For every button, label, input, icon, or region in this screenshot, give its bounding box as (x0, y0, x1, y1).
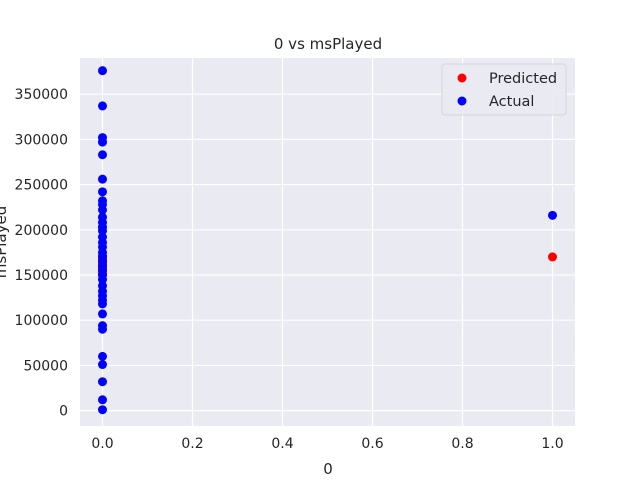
data-point-actual (98, 405, 107, 415)
y-tick-label: 100000 (15, 313, 68, 329)
data-point-actual (98, 101, 107, 111)
data-point-actual (98, 66, 107, 76)
legend-marker-actual (457, 96, 467, 106)
y-axis-label: msPlayed (0, 206, 10, 278)
y-tick-label: 0 (59, 404, 68, 420)
legend-box (441, 63, 567, 116)
data-point-predicted (548, 252, 557, 262)
y-tick-label: 200000 (15, 223, 68, 239)
x-tick-label: 0.6 (361, 436, 383, 452)
data-point-actual (548, 210, 557, 220)
x-tick-label: 0.0 (91, 436, 113, 452)
data-points (98, 66, 557, 415)
data-point-actual (98, 324, 107, 334)
x-tick-label: 0.4 (271, 436, 293, 452)
data-point-actual (98, 275, 107, 285)
chart-title: 0 vs msPlayed (274, 35, 382, 53)
data-point-actual (98, 226, 107, 236)
data-point-actual (98, 377, 107, 387)
y-tick-label: 150000 (15, 268, 68, 284)
data-point-actual (98, 137, 107, 147)
data-point-actual (98, 395, 107, 405)
data-point-actual (98, 187, 107, 197)
legend-marker-predicted (457, 73, 467, 83)
tick-labels: 0.0 0.2 0.4 0.6 0.8 1.0 0 50000 100000 150000 2000… (15, 87, 564, 452)
data-point-actual (98, 205, 107, 215)
data-point-actual (98, 150, 107, 160)
y-tick-label: 250000 (15, 178, 68, 194)
y-tick-label: 300000 (15, 132, 68, 148)
series-actual (98, 66, 557, 415)
data-point-actual (98, 299, 107, 309)
x-axis-label: 0 (323, 460, 333, 478)
grid-lines (80, 58, 575, 426)
y-tick-label: 50000 (23, 358, 68, 374)
legend: Predicted Actual (441, 63, 567, 116)
x-tick-label: 0.2 (181, 436, 203, 452)
x-tick-label: 0.8 (451, 436, 473, 452)
legend-label-actual: Actual (489, 94, 534, 110)
data-point-actual (98, 309, 107, 319)
plot-area (80, 58, 575, 426)
data-point-actual (98, 360, 107, 370)
data-point-actual (98, 174, 107, 184)
legend-label-predicted: Predicted (489, 71, 557, 87)
y-tick-label: 350000 (15, 87, 68, 103)
x-tick-label: 1.0 (541, 436, 563, 452)
data-point-actual (98, 351, 107, 361)
